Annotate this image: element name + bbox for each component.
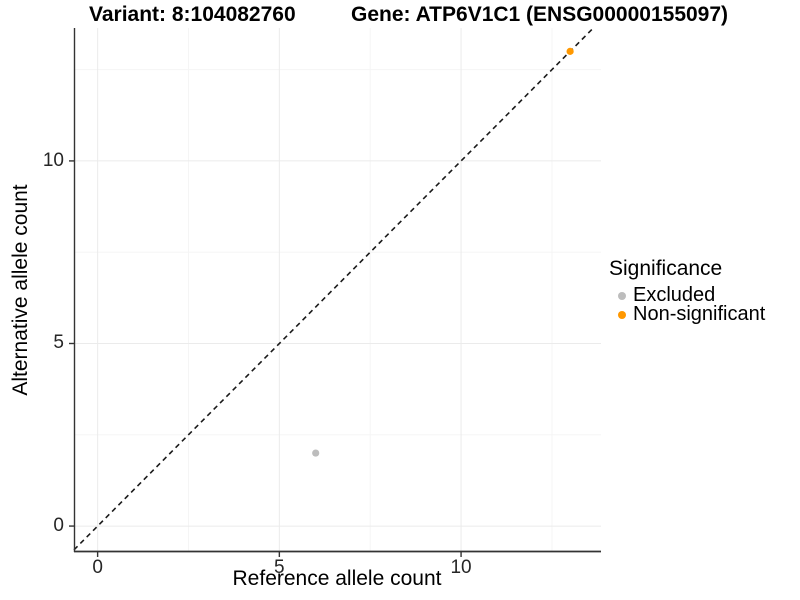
x-tick-label: 0 bbox=[92, 557, 103, 578]
data-point-non-significant bbox=[566, 47, 574, 55]
y-tick-label: 0 bbox=[53, 515, 64, 537]
scatter-plot-canvas bbox=[69, 27, 601, 557]
identity-line bbox=[73, 27, 594, 551]
legend: Significance Excluded Non-significant bbox=[609, 257, 766, 325]
legend-item-non-significant: Non-significant bbox=[609, 303, 766, 325]
plot-title-variant: Variant: 8:104082760 bbox=[89, 3, 296, 26]
legend-title: Significance bbox=[609, 257, 723, 280]
plot-panel bbox=[69, 27, 601, 557]
y-axis-title: Alternative allele count bbox=[9, 184, 32, 396]
non-significant-dot-icon bbox=[618, 310, 626, 319]
y-tick-label: 5 bbox=[53, 332, 64, 354]
legend-label-non-significant: Non-significant bbox=[633, 303, 766, 325]
excluded-dot-icon bbox=[618, 291, 626, 300]
x-tick-label: 10 bbox=[450, 557, 472, 578]
legend-item-excluded: Excluded bbox=[609, 284, 765, 306]
x-tick-label: 5 bbox=[274, 557, 285, 578]
plot-title-gene: Gene: ATP6V1C1 (ENSG00000155097) bbox=[351, 3, 729, 26]
data-point-excluded bbox=[312, 449, 320, 457]
y-tick-label: 10 bbox=[42, 149, 64, 171]
x-axis-title: Reference allele count bbox=[232, 567, 442, 590]
legend-label-excluded: Excluded bbox=[633, 284, 716, 306]
